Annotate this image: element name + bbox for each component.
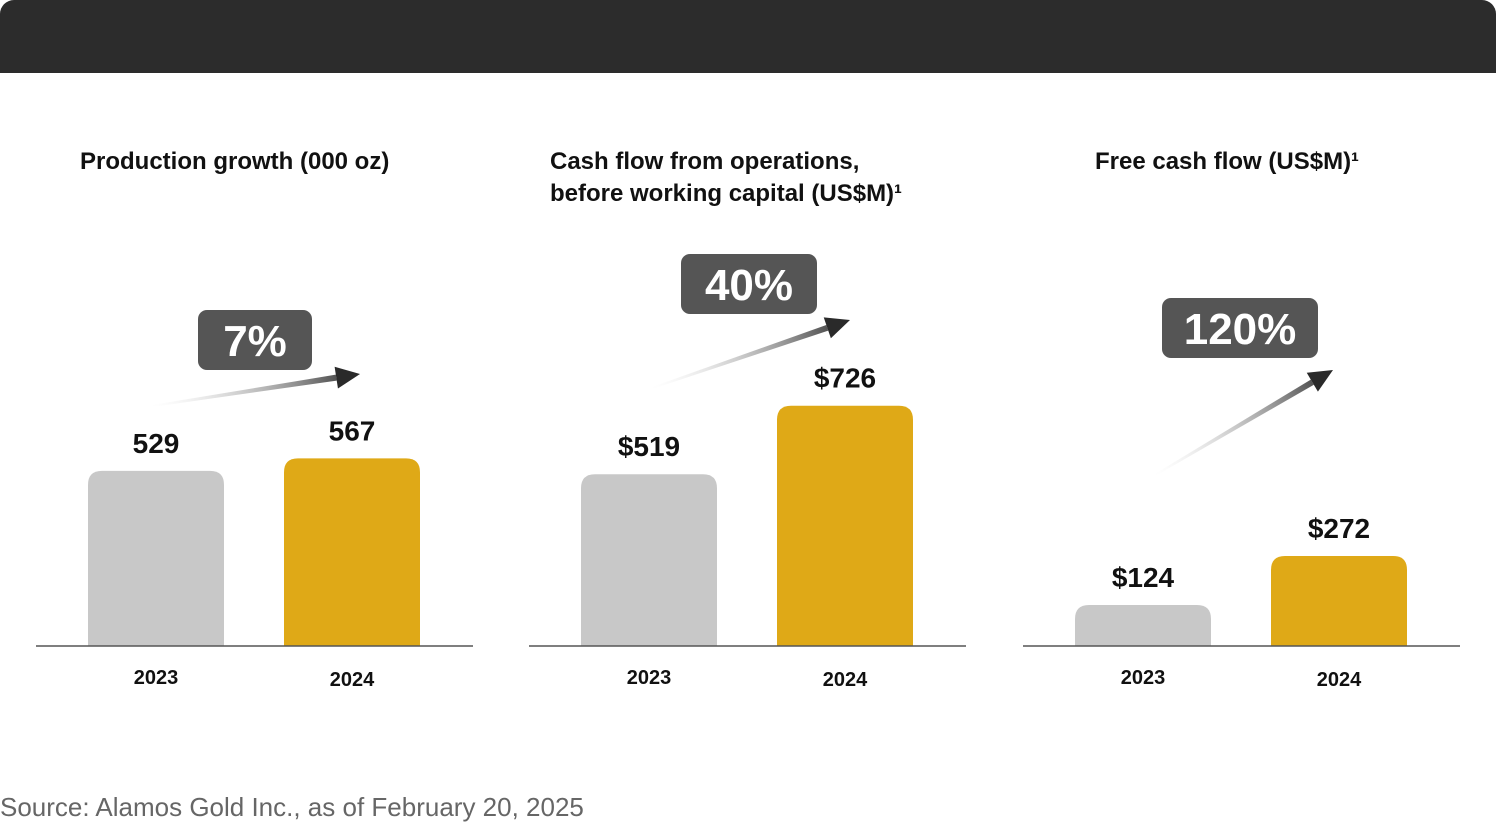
value-label: 529 bbox=[133, 428, 180, 459]
growth-label: 7% bbox=[223, 317, 287, 366]
x-tick-label: 2023 bbox=[627, 667, 672, 689]
bar-2024 bbox=[777, 405, 913, 646]
value-label: $519 bbox=[618, 431, 680, 462]
growth-arrow-head bbox=[823, 317, 850, 339]
value-label: 567 bbox=[329, 415, 376, 446]
growth-arrow-shaft bbox=[151, 374, 337, 407]
bar-2024 bbox=[1271, 555, 1407, 646]
value-label: $124 bbox=[1112, 562, 1175, 593]
growth-arrow-shaft bbox=[1154, 379, 1314, 476]
chart-title-line: Free cash flow (US$M)¹ bbox=[1095, 148, 1359, 175]
bar-2023 bbox=[88, 470, 224, 646]
chart-panel-1: Production growth (000 oz) 529 2023 567 2024… bbox=[36, 148, 473, 691]
growth-label: 120% bbox=[1184, 305, 1297, 354]
x-tick-label: 2023 bbox=[134, 667, 179, 689]
source-note: Source: Alamos Gold Inc., as of February… bbox=[0, 792, 584, 822]
growth-badge bbox=[1162, 298, 1318, 358]
bar-2023 bbox=[581, 474, 717, 646]
x-tick-label: 2024 bbox=[823, 669, 868, 691]
growth-label: 40% bbox=[705, 261, 793, 310]
value-label: $726 bbox=[814, 363, 876, 394]
bar-2023 bbox=[1075, 604, 1211, 646]
chart-panel-3: Free cash flow (US$M)¹ $124 2023 $272 2024 12… bbox=[1023, 148, 1460, 691]
value-label: $272 bbox=[1308, 513, 1370, 544]
chart-title-line: Cash flow from operations, bbox=[550, 148, 859, 175]
growth-arrow-shaft bbox=[651, 324, 829, 389]
chart-title-line: Production growth (000 oz) bbox=[80, 148, 389, 175]
x-tick-label: 2024 bbox=[1317, 669, 1362, 691]
header-bar bbox=[0, 0, 1496, 73]
chart-panel-2: Cash flow from operations, before working… bbox=[529, 148, 966, 691]
x-tick-label: 2023 bbox=[1121, 667, 1166, 689]
bar-2024 bbox=[284, 458, 420, 646]
growth-badge bbox=[681, 254, 817, 314]
growth-badge bbox=[198, 310, 312, 370]
growth-arrow-head bbox=[1306, 370, 1333, 392]
chart-title-line: before working capital (US$M)¹ bbox=[550, 180, 902, 207]
x-tick-label: 2024 bbox=[330, 669, 375, 691]
growth-arrow-head bbox=[334, 366, 360, 389]
